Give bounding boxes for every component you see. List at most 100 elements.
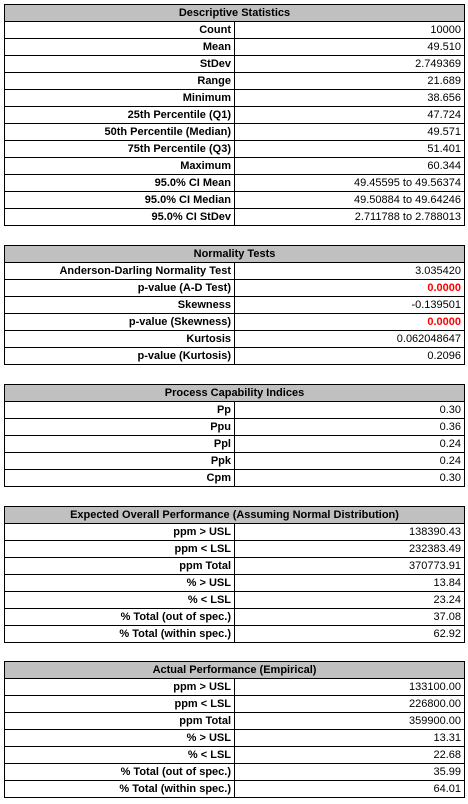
- table-row: Mean 49.510: [4, 38, 465, 56]
- row-value: 21.689: [234, 72, 465, 90]
- expected-performance-table: Expected Overall Performance (Assuming N…: [4, 506, 465, 643]
- table-row: 95.0% CI StDev 2.711788 to 2.788013: [4, 208, 465, 226]
- table-row: Anderson-Darling Normality Test 3.035420: [4, 262, 465, 280]
- table-row: p-value (A-D Test) 0.0000: [4, 279, 465, 297]
- table-row: Cpm 0.30: [4, 469, 465, 487]
- row-value: 37.08: [234, 608, 465, 626]
- table-row: Ppk 0.24: [4, 452, 465, 470]
- table-title: Expected Overall Performance (Assuming N…: [4, 506, 465, 524]
- row-value: 62.92: [234, 625, 465, 643]
- table-title: Process Capability Indices: [4, 384, 465, 402]
- row-label: % Total (within spec.): [4, 780, 235, 798]
- row-label: Maximum: [4, 157, 235, 175]
- table-row: % > USL 13.31: [4, 729, 465, 747]
- table-row: % Total (within spec.) 64.01: [4, 780, 465, 798]
- row-value: 47.724: [234, 106, 465, 124]
- process-capability-table: Process Capability Indices Pp 0.30 Ppu 0.3…: [4, 384, 465, 487]
- table-row: p-value (Kurtosis) 0.2096: [4, 347, 465, 365]
- row-label: 95.0% CI Mean: [4, 174, 235, 192]
- table-row: p-value (Skewness) 0.0000: [4, 313, 465, 331]
- table-row: ppm < LSL 232383.49: [4, 540, 465, 558]
- row-value: 0.24: [234, 452, 465, 470]
- table-row: 50th Percentile (Median) 49.571: [4, 123, 465, 141]
- row-label: 75th Percentile (Q3): [4, 140, 235, 158]
- table-row: ppm > USL 138390.43: [4, 523, 465, 541]
- table-header-row: Normality Tests: [4, 245, 465, 263]
- normality-tests-table: Normality Tests Anderson-Darling Normali…: [4, 245, 465, 365]
- table-row: ppm Total 359900.00: [4, 712, 465, 730]
- table-row: StDev 2.749369: [4, 55, 465, 73]
- row-label: Ppu: [4, 418, 235, 436]
- row-label: ppm Total: [4, 557, 235, 575]
- table-row: Pp 0.30: [4, 401, 465, 419]
- table-row: Maximum 60.344: [4, 157, 465, 175]
- row-value: 2.749369: [234, 55, 465, 73]
- row-value-alert: 0.0000: [234, 279, 465, 297]
- row-label: % Total (within spec.): [4, 625, 235, 643]
- table-row: % < LSL 22.68: [4, 746, 465, 764]
- table-header-row: Process Capability Indices: [4, 384, 465, 402]
- actual-performance-table: Actual Performance (Empirical) ppm > USL…: [4, 661, 465, 798]
- row-value: 35.99: [234, 763, 465, 781]
- row-label: Ppk: [4, 452, 235, 470]
- descriptive-statistics-table: Descriptive Statistics Count 10000 Mean 49…: [4, 4, 465, 226]
- row-value: 22.68: [234, 746, 465, 764]
- table-row: Kurtosis 0.062048647: [4, 330, 465, 348]
- table-row: % Total (out of spec.) 37.08: [4, 608, 465, 626]
- row-value: 60.344: [234, 157, 465, 175]
- row-label: Minimum: [4, 89, 235, 107]
- row-value: 49.510: [234, 38, 465, 56]
- row-value: 51.401: [234, 140, 465, 158]
- table-row: Ppu 0.36: [4, 418, 465, 436]
- row-label: ppm > USL: [4, 678, 235, 696]
- row-label: 25th Percentile (Q1): [4, 106, 235, 124]
- row-value: 0.36: [234, 418, 465, 436]
- row-label: % > USL: [4, 574, 235, 592]
- row-label: Pp: [4, 401, 235, 419]
- row-value: 38.656: [234, 89, 465, 107]
- row-label: p-value (A-D Test): [4, 279, 235, 297]
- row-label: 95.0% CI StDev: [4, 208, 235, 226]
- row-value: 232383.49: [234, 540, 465, 558]
- row-label: % < LSL: [4, 746, 235, 764]
- row-value: 49.571: [234, 123, 465, 141]
- row-label: Skewness: [4, 296, 235, 314]
- table-row: 95.0% CI Mean 49.45595 to 49.56374: [4, 174, 465, 192]
- row-label: Ppl: [4, 435, 235, 453]
- row-label: % > USL: [4, 729, 235, 747]
- row-label: Range: [4, 72, 235, 90]
- row-label: StDev: [4, 55, 235, 73]
- row-label: p-value (Skewness): [4, 313, 235, 331]
- row-label: Anderson-Darling Normality Test: [4, 262, 235, 280]
- table-title: Descriptive Statistics: [4, 4, 465, 22]
- row-value: 0.30: [234, 469, 465, 487]
- table-row: 25th Percentile (Q1) 47.724: [4, 106, 465, 124]
- table-title: Normality Tests: [4, 245, 465, 263]
- row-label: ppm < LSL: [4, 695, 235, 713]
- row-label: p-value (Kurtosis): [4, 347, 235, 365]
- row-value: 13.31: [234, 729, 465, 747]
- row-value: 49.50884 to 49.64246: [234, 191, 465, 209]
- row-value: 226800.00: [234, 695, 465, 713]
- table-row: % Total (out of spec.) 35.99: [4, 763, 465, 781]
- row-label: 50th Percentile (Median): [4, 123, 235, 141]
- row-value: 2.711788 to 2.788013: [234, 208, 465, 226]
- row-value: 0.062048647: [234, 330, 465, 348]
- row-label: Count: [4, 21, 235, 39]
- row-value: 133100.00: [234, 678, 465, 696]
- row-value: 49.45595 to 49.56374: [234, 174, 465, 192]
- table-header-row: Actual Performance (Empirical): [4, 661, 465, 679]
- row-value: 370773.91: [234, 557, 465, 575]
- table-row: % > USL 13.84: [4, 574, 465, 592]
- table-row: 75th Percentile (Q3) 51.401: [4, 140, 465, 158]
- row-value: 23.24: [234, 591, 465, 609]
- table-row: Minimum 38.656: [4, 89, 465, 107]
- row-label: % Total (out of spec.): [4, 608, 235, 626]
- row-value: -0.139501: [234, 296, 465, 314]
- table-row: Count 10000: [4, 21, 465, 39]
- row-label: % Total (out of spec.): [4, 763, 235, 781]
- table-row: % Total (within spec.) 62.92: [4, 625, 465, 643]
- row-label: ppm > USL: [4, 523, 235, 541]
- row-label: % < LSL: [4, 591, 235, 609]
- table-row: Range 21.689: [4, 72, 465, 90]
